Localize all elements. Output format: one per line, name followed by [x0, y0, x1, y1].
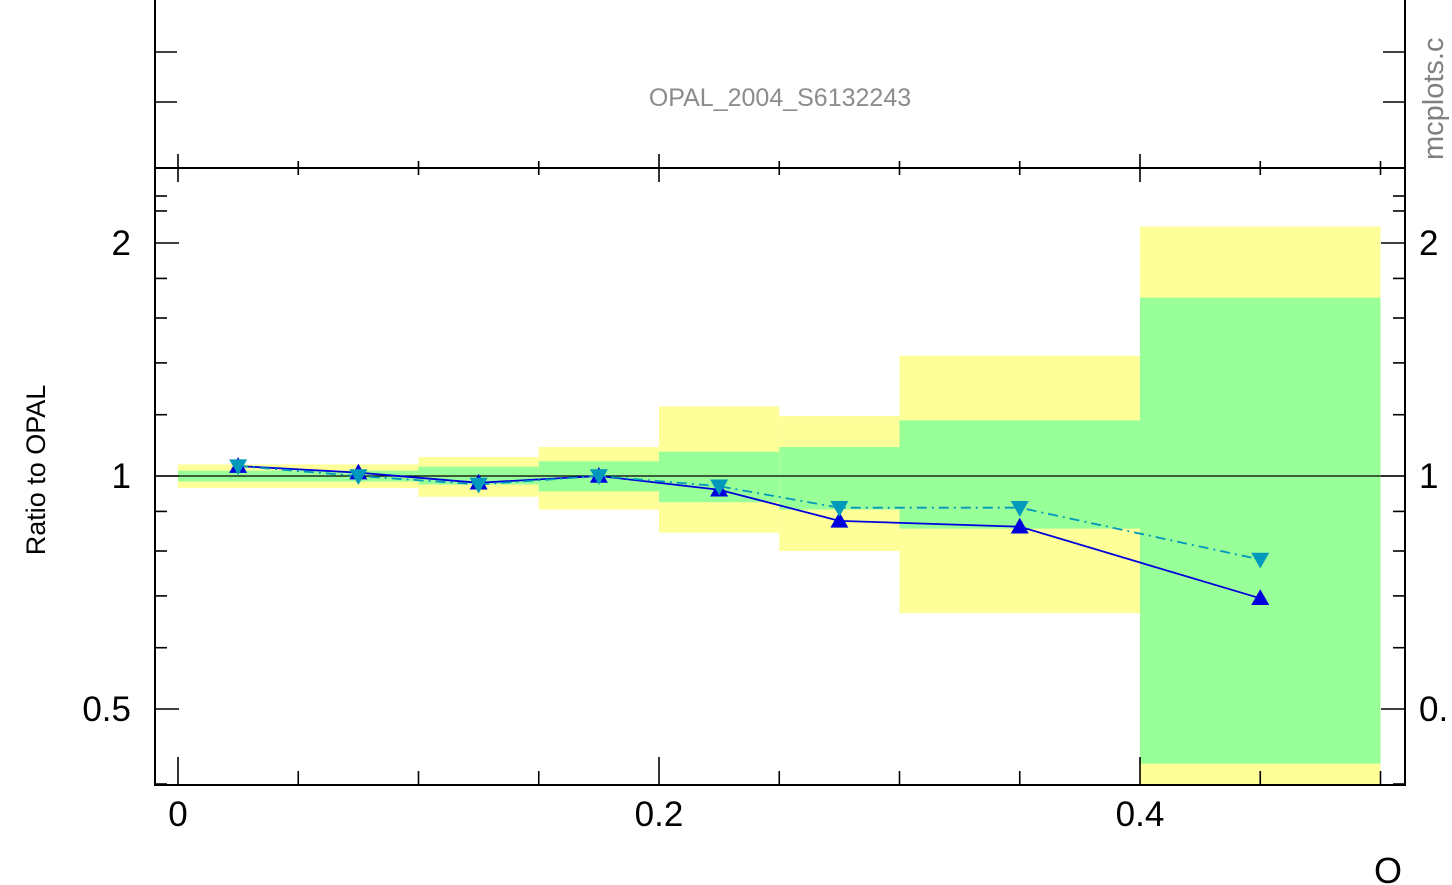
series-1-point-0	[229, 459, 248, 476]
series-0-point-5	[830, 511, 849, 528]
series-1-point-4	[710, 479, 729, 496]
series-1-point-5	[830, 500, 849, 517]
series-1-point-2	[469, 477, 488, 494]
uncertainty-bands	[178, 226, 1381, 785]
right-y-tick-label-2: 2	[1419, 224, 1438, 263]
series-1-line	[238, 465, 1261, 561]
y-tick-label-2: 2	[112, 224, 131, 263]
x-tick-label-2: 0.4	[1116, 795, 1165, 834]
series-1-point-7	[1251, 552, 1270, 569]
source-label: OPAL_2004_S6132243	[649, 84, 911, 112]
x-tick-label-1: 0.2	[635, 795, 684, 834]
series-layer	[229, 457, 1270, 606]
y-axis-label: Ratio to OPAL	[21, 385, 51, 556]
axis-ticks	[155, 51, 1405, 785]
right-y-tick-label-0: 0.	[1419, 690, 1448, 729]
inner-band-6	[1140, 297, 1381, 764]
y-tick-label-1: 1	[112, 457, 131, 496]
series-1-point-1	[349, 469, 368, 485]
inner-band-4	[779, 447, 900, 510]
mcplots-watermark: mcplots.c	[1418, 38, 1450, 160]
series-1-point-3	[589, 469, 608, 485]
x-axis-label: O	[1374, 850, 1402, 885]
x-tick-label-0: 0	[168, 795, 187, 834]
series-0-line	[238, 465, 1261, 600]
series-0-point-6	[1010, 517, 1029, 534]
series-0-point-7	[1251, 589, 1270, 606]
right-y-tick-label-1: 1	[1419, 457, 1438, 496]
y-tick-label-0: 0.5	[82, 690, 131, 729]
axis-tick-labels: 0 0.2 0.4 0.5 0. 1 1 2 2	[82, 224, 1448, 834]
series-1-point-6	[1010, 500, 1029, 517]
